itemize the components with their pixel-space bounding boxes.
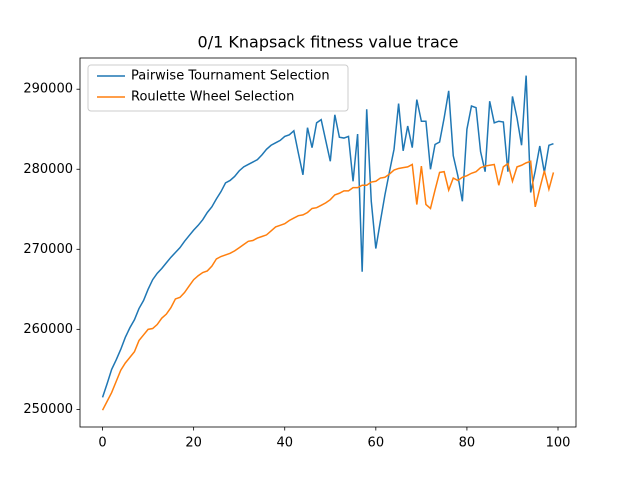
x-tick-label: 100 [546, 436, 571, 451]
x-tick-label: 60 [368, 436, 385, 451]
x-tick-label: 0 [98, 436, 106, 451]
legend-label: Pairwise Tournament Selection [131, 69, 330, 84]
y-tick-label: 290000 [23, 82, 73, 97]
x-tick-label: 80 [459, 436, 476, 451]
legend-label: Roulette Wheel Selection [131, 90, 294, 105]
y-tick-label: 270000 [23, 242, 73, 257]
x-tick-label: 40 [276, 436, 293, 451]
line-series [101, 160, 555, 411]
chart-title: 0/1 Knapsack fitness value trace [198, 33, 459, 52]
line-series [101, 75, 554, 398]
y-tick-label: 250000 [23, 402, 73, 417]
axes-frame [79, 57, 577, 428]
y-tick-label: 260000 [23, 322, 73, 337]
x-tick-label: 20 [185, 436, 202, 451]
y-tick-label: 280000 [23, 162, 73, 177]
legend-box [87, 64, 349, 112]
